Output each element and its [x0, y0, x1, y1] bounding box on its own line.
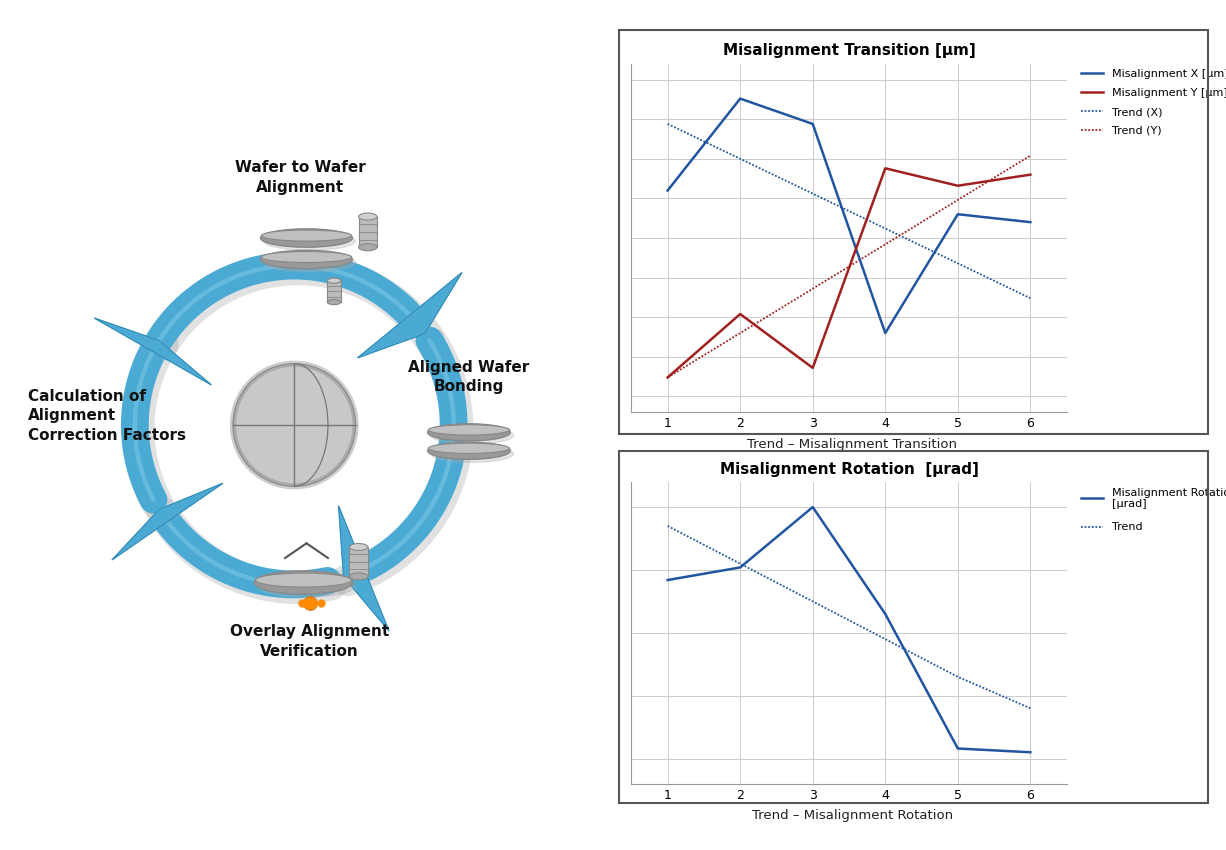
Ellipse shape	[255, 573, 352, 587]
Ellipse shape	[349, 543, 368, 551]
Ellipse shape	[327, 299, 341, 304]
Ellipse shape	[260, 250, 353, 269]
Text: Aligned Wafer
Bonding: Aligned Wafer Bonding	[408, 360, 530, 394]
Ellipse shape	[428, 424, 510, 441]
Ellipse shape	[359, 213, 378, 220]
Title: Misalignment Transition [μm]: Misalignment Transition [μm]	[722, 43, 976, 59]
Ellipse shape	[428, 442, 510, 459]
Legend: Misalignment Rotation
[μrad], Trend: Misalignment Rotation [μrad], Trend	[1081, 488, 1226, 532]
Ellipse shape	[349, 573, 368, 580]
Ellipse shape	[264, 232, 356, 250]
Circle shape	[230, 360, 359, 490]
Ellipse shape	[359, 244, 378, 251]
Ellipse shape	[257, 574, 356, 598]
Text: Trend – Misalignment Transition: Trend – Misalignment Transition	[747, 438, 958, 450]
Polygon shape	[112, 484, 223, 560]
Text: Overlay Alignment
Verification: Overlay Alignment Verification	[230, 624, 389, 659]
Text: Calculation of
Alignment
Correction Factors: Calculation of Alignment Correction Fact…	[28, 388, 185, 443]
Circle shape	[233, 364, 356, 486]
Ellipse shape	[430, 427, 514, 444]
Ellipse shape	[261, 252, 352, 263]
Ellipse shape	[428, 443, 510, 453]
Polygon shape	[338, 506, 389, 631]
Bar	[359, 217, 378, 247]
Circle shape	[235, 366, 353, 484]
Ellipse shape	[430, 445, 514, 462]
Ellipse shape	[255, 571, 353, 594]
Ellipse shape	[261, 230, 352, 241]
Bar	[327, 280, 341, 302]
Ellipse shape	[428, 425, 510, 435]
Ellipse shape	[327, 278, 341, 283]
Text: Wafer to Wafer
Alignment: Wafer to Wafer Alignment	[235, 161, 365, 196]
Ellipse shape	[264, 253, 356, 272]
Ellipse shape	[260, 229, 353, 247]
Legend: Misalignment X [μm], Misalignment Y [μm], Trend (X), Trend (Y): Misalignment X [μm], Misalignment Y [μm]…	[1081, 70, 1226, 136]
Title: Misalignment Rotation  [μrad]: Misalignment Rotation [μrad]	[720, 462, 978, 477]
Text: Trend – Misalignment Rotation: Trend – Misalignment Rotation	[752, 809, 953, 822]
Polygon shape	[94, 318, 211, 385]
Polygon shape	[358, 273, 462, 358]
Bar	[349, 547, 368, 576]
